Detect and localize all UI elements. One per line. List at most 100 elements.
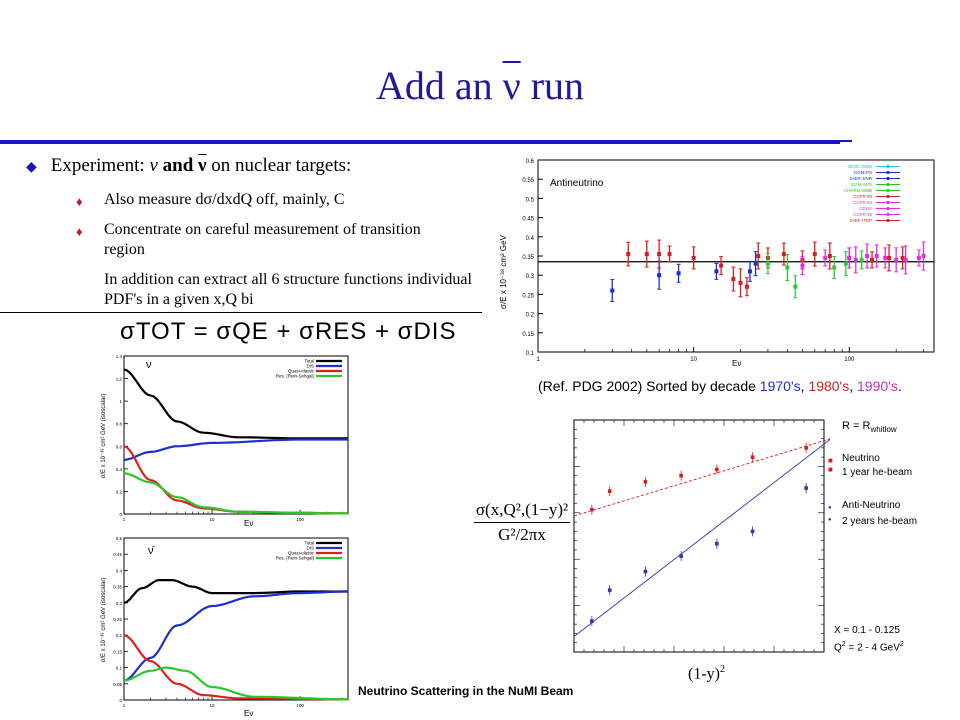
y-tick-label: 1.4 xyxy=(116,354,123,359)
x-tick-label: 10 xyxy=(210,703,216,708)
title-suffix: run xyxy=(530,63,585,108)
data-point xyxy=(747,269,752,274)
legend-marker xyxy=(886,188,890,193)
r-label-sub: whitlow xyxy=(870,425,897,435)
sub-bullet-text: In addition can extract all 6 structure … xyxy=(104,271,472,308)
x-ticks: 1 10 100 xyxy=(536,347,924,363)
caption-1990: 1990's xyxy=(857,378,898,394)
data-point xyxy=(607,489,612,493)
data-point xyxy=(657,252,662,257)
sub-bullet-text: Concentrate on careful measurement of tr… xyxy=(104,221,421,258)
y-tick-label: 0.25 xyxy=(113,617,122,622)
fit-lines xyxy=(573,438,830,637)
y-tick-label: 0.6 xyxy=(116,444,123,449)
y-tick-label: 0.45 xyxy=(113,552,122,557)
anti-neutrino-beam-label: 2 years he-beam xyxy=(842,516,918,527)
data-points xyxy=(590,442,808,627)
anti-neutrino-label: Anti-Neutrino xyxy=(842,500,901,511)
y-tick-label: 0.2 xyxy=(116,633,123,638)
legend-label: CCFR 90 xyxy=(853,194,872,199)
y-tick-label: 0.15 xyxy=(113,649,122,654)
caption-end: . xyxy=(897,378,902,394)
caption-1970: 1970's xyxy=(759,378,801,394)
legend-marker xyxy=(886,218,890,223)
caption-prefix: (Ref. PDG 2002) Sorted by decade xyxy=(538,378,760,394)
x-axis-label: Eν xyxy=(732,359,741,368)
data-point xyxy=(894,257,899,262)
title-nu: ν xyxy=(502,63,521,108)
data-point xyxy=(921,254,926,258)
legend-label: Quasi-elastic xyxy=(288,551,315,556)
data-point xyxy=(643,569,648,574)
main-bullet: ◆ Experiment: ν and ν on nuclear targets: xyxy=(26,155,496,177)
series-line xyxy=(123,472,348,515)
y-tick-label: 0.25 xyxy=(522,293,534,299)
neutrino-xsec-chart: ν σ/E x 10⁻³⁸ cm² GeV (isoscalar) Eν 1.4… xyxy=(96,350,354,530)
kinematic-labels: X = 0.1 - 0.125 Q2 = 2 - 4 GeV2 xyxy=(834,624,904,655)
x-tick-label: 10 xyxy=(690,357,697,363)
legend-label: Res. (Rein-Sehgal) xyxy=(276,556,315,561)
anti-neutrino-marker-icon: ● ● xyxy=(828,505,832,523)
title-prefix: Add an xyxy=(375,63,493,108)
data-point xyxy=(883,255,888,260)
data-point xyxy=(812,252,817,257)
data-point xyxy=(610,288,615,293)
caption-sep2: , xyxy=(849,378,858,394)
x-range-label: X = 0.1 - 0.125 xyxy=(834,625,900,636)
sub-bullet-3: ♦ In addition can extract all 6 structur… xyxy=(104,270,482,330)
anti-neutrino-fit-line xyxy=(573,438,830,637)
data-point xyxy=(753,261,758,266)
y-tick-label: 0.3 xyxy=(116,601,123,606)
data-point xyxy=(626,252,631,257)
y-tick-label: 0.45 xyxy=(522,217,534,223)
series-line xyxy=(123,438,348,461)
y-axis-label: σ/E x 10⁻³⁸ cm² GeV (isoscalar) xyxy=(100,578,107,663)
y-tick-label: 0.4 xyxy=(526,236,535,242)
cross-section-formula: σ(x,Q²,(1−y)² G²/2πx xyxy=(474,500,570,545)
bullet-prefix: Experiment: xyxy=(50,155,145,176)
y-tick-label: 1.2 xyxy=(116,377,123,382)
chart-title: Antineutrino xyxy=(550,178,604,189)
data-point xyxy=(804,446,808,450)
y-tick-label: 0.3 xyxy=(526,274,535,280)
series-line xyxy=(123,368,348,440)
y-tick-label: 0.2 xyxy=(526,313,535,319)
data-point xyxy=(714,269,719,274)
plot-frame xyxy=(573,419,825,653)
y-tick-label: 0.8 xyxy=(116,422,123,427)
data-point xyxy=(874,254,879,258)
formula-numerator: σ(x,Q²,(1−y)² xyxy=(474,500,570,523)
neutrino-legend: Neutrino 1 year he-beam xyxy=(842,452,912,480)
y-tick-label: 0.05 xyxy=(113,682,122,687)
data-point xyxy=(827,254,832,258)
data-point xyxy=(900,255,905,260)
x-axis-label: Eν xyxy=(244,709,253,718)
y-tick-label: 0.35 xyxy=(522,255,534,261)
data-point xyxy=(715,467,719,472)
legend-label: GGM-SPS xyxy=(851,182,872,187)
y-tick-label: 0.15 xyxy=(522,332,534,338)
data-point xyxy=(679,554,683,558)
legend-marker xyxy=(886,194,890,199)
y-tick-label: 1 xyxy=(119,399,122,404)
sub-bullet-2: ♦ Concentrate on careful measurement of … xyxy=(76,220,459,260)
y-ticks: 1.4 1.2 1 0.8 0.6 0.4 0.2 0 xyxy=(116,354,128,517)
legend-label: Total xyxy=(304,541,314,546)
x-axis-label: Eν xyxy=(244,519,253,528)
legend-label: CCFR 95 xyxy=(853,212,872,217)
data-point xyxy=(859,257,864,262)
r-label: R = Rwhitlow xyxy=(842,420,897,434)
data-point xyxy=(804,486,808,490)
legend-label: Quasi-elastic xyxy=(288,369,315,374)
legend-label: CHARM WBB xyxy=(844,188,872,193)
red-diamond-icon: ♦ xyxy=(76,194,83,209)
legend-label: IHEP-JINR xyxy=(850,176,873,181)
data-point xyxy=(903,257,908,262)
data-point xyxy=(715,541,719,546)
chart-symbol: ν̄ xyxy=(148,545,156,557)
data-point xyxy=(781,252,786,257)
anti-neutrino-legend: Anti-Neutrino 2 years he-beam xyxy=(842,498,917,530)
axis-ticks xyxy=(574,420,824,652)
